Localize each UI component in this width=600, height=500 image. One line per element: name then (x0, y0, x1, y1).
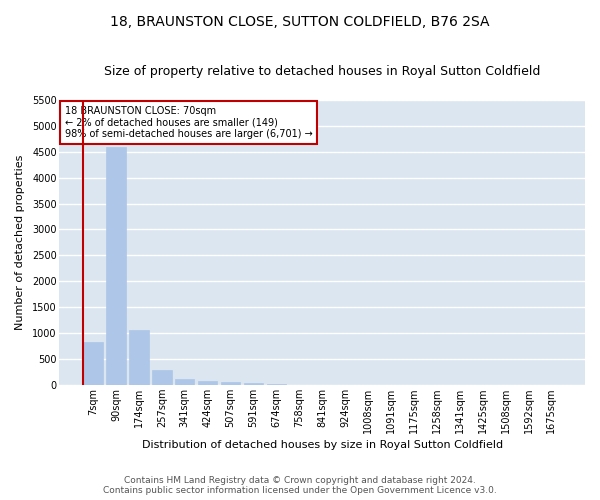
Text: Contains HM Land Registry data © Crown copyright and database right 2024.
Contai: Contains HM Land Registry data © Crown c… (103, 476, 497, 495)
Bar (221, 382, 241, 385)
Bar (129, 330, 149, 385)
Bar (106, 146, 126, 385)
Bar (83, 342, 103, 385)
X-axis label: Distribution of detached houses by size in Royal Sutton Coldfield: Distribution of detached houses by size … (142, 440, 503, 450)
Bar (175, 380, 194, 385)
Bar (198, 382, 217, 385)
Bar (152, 370, 172, 385)
Text: 18, BRAUNSTON CLOSE, SUTTON COLDFIELD, B76 2SA: 18, BRAUNSTON CLOSE, SUTTON COLDFIELD, B… (110, 15, 490, 29)
Text: 18 BRAUNSTON CLOSE: 70sqm
← 2% of detached houses are smaller (149)
98% of semi-: 18 BRAUNSTON CLOSE: 70sqm ← 2% of detach… (65, 106, 313, 139)
Bar (244, 383, 263, 385)
Y-axis label: Number of detached properties: Number of detached properties (15, 154, 25, 330)
Title: Size of property relative to detached houses in Royal Sutton Coldfield: Size of property relative to detached ho… (104, 65, 541, 78)
Bar (266, 384, 286, 385)
